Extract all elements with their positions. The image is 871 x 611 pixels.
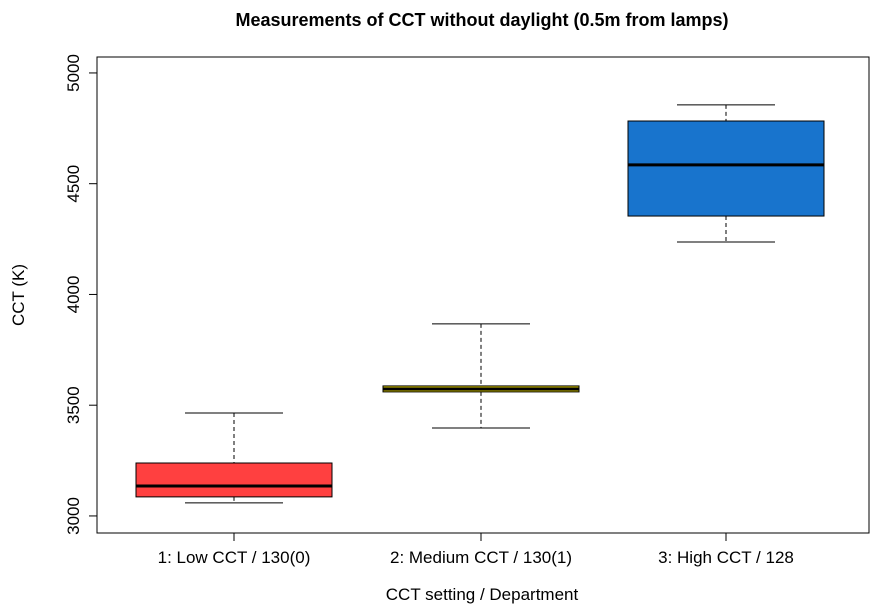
box [135, 462, 333, 498]
x-tick-label: 2: Medium CCT / 130(1) [390, 548, 572, 567]
y-tick-label: 4000 [64, 276, 83, 314]
chart-title: Measurements of CCT without daylight (0.… [235, 10, 728, 30]
y-tick-label: 3500 [64, 386, 83, 424]
y-tick-label: 3000 [64, 497, 83, 535]
x-tick-label: 3: High CCT / 128 [658, 548, 794, 567]
y-tick-label: 5000 [64, 54, 83, 92]
plot-frame [96, 56, 870, 534]
box [627, 120, 825, 217]
x-axis-label: CCT setting / Department [386, 585, 579, 604]
x-tick-label: 1: Low CCT / 130(0) [158, 548, 311, 567]
y-tick-label: 4500 [64, 165, 83, 203]
y-axis-label: CCT (K) [9, 264, 28, 326]
